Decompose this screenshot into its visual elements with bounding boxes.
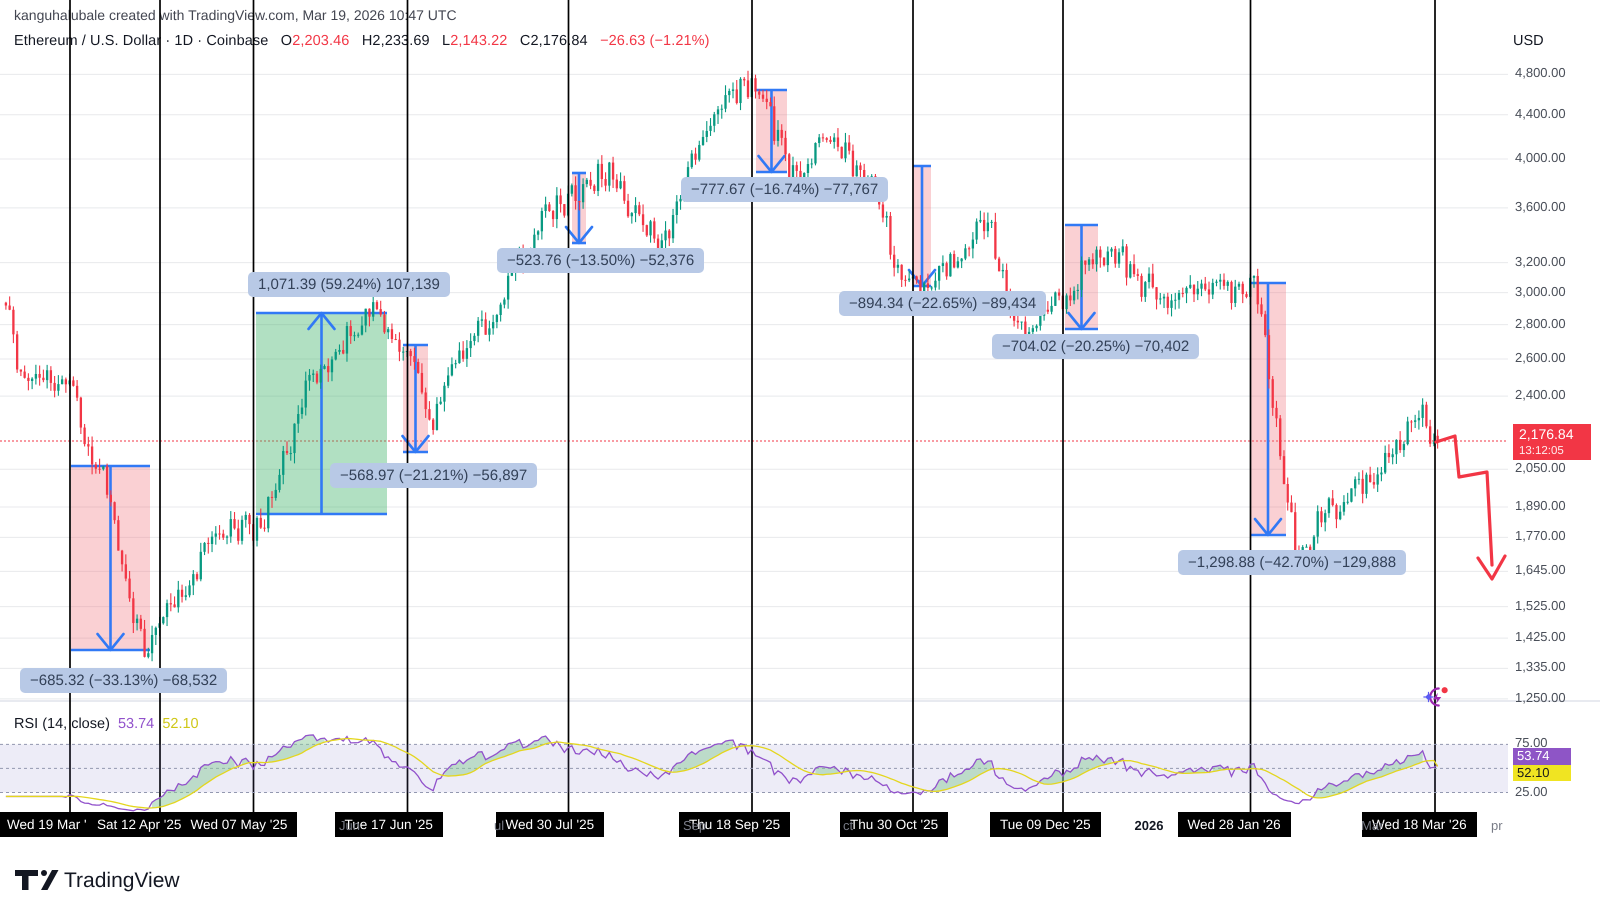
svg-text:TradingView: TradingView (64, 869, 180, 892)
